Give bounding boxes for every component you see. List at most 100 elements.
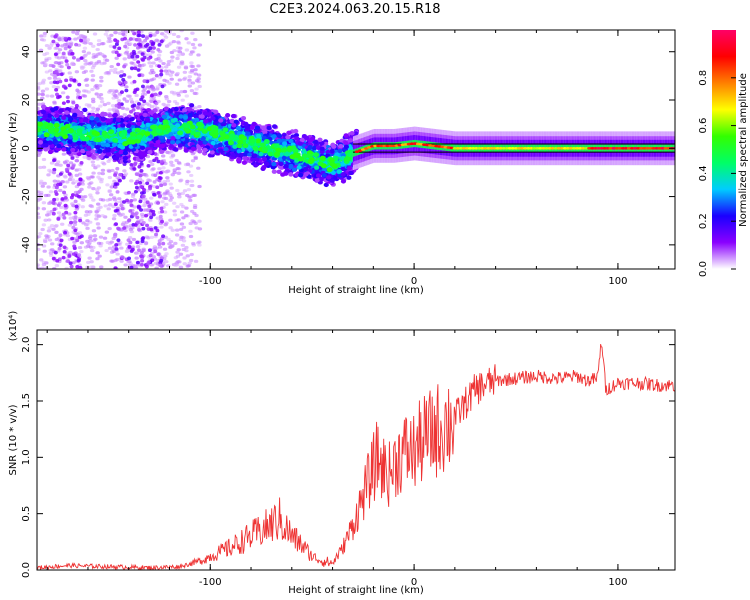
spectrogram-cell [170, 228, 176, 232]
spectrogram-cell [95, 107, 101, 111]
spectrogram-cell [105, 148, 111, 153]
spectrogram-cell [100, 142, 106, 147]
spectrogram-cell [286, 130, 292, 135]
spectrogram-cell [172, 126, 178, 132]
spectrogram-cell [101, 162, 107, 166]
spectrogram-cell [78, 95, 83, 100]
spectrogram-cell [127, 75, 132, 79]
spectrogram-cell [182, 256, 187, 260]
spectrogram-cell [57, 61, 62, 66]
spectrogram-cell [120, 123, 126, 128]
spectrogram-cell [91, 187, 96, 191]
spectrogram-cell [122, 64, 127, 69]
spectrogram-cell [121, 77, 126, 82]
spectrogram-cell [91, 163, 96, 167]
spectrogram-cell [47, 218, 52, 222]
spectrogram-cell [187, 112, 193, 118]
spectrogram-cell [165, 176, 170, 180]
spectrogram-cell [125, 94, 131, 98]
spectrogram-cell [62, 245, 67, 250]
spectrogram-cell [89, 61, 94, 65]
spectrogram-cell [64, 59, 69, 63]
spectrogram-cell [74, 42, 79, 47]
spectrogram-cell [164, 170, 169, 174]
spectrogram-cell [154, 38, 159, 42]
spectrogram-cell [174, 101, 180, 106]
spectrogram-cell [58, 205, 64, 210]
spectrogram-cell [183, 214, 189, 218]
spectrogram-cell [67, 134, 73, 140]
spectrogram-cell [117, 197, 122, 201]
spectrogram-cell [156, 201, 161, 205]
spectrogram-cell [173, 106, 179, 112]
spectrogram-cell [131, 108, 136, 112]
spectrogram-cell [171, 40, 177, 44]
spectrogram-cell [38, 48, 44, 52]
spectrogram-cell [105, 183, 110, 187]
spectrogram-cell [132, 103, 137, 108]
spectrogram-cell [317, 137, 323, 143]
spectrogram-cell [54, 192, 59, 196]
spectrogram-cell [172, 209, 177, 213]
spectrogram-cell [49, 253, 54, 258]
spectrogram-cell [282, 141, 288, 146]
spectrogram-cell [116, 211, 121, 216]
spectrogram-cell [188, 229, 193, 233]
spectrogram-cell [80, 205, 85, 209]
spectrogram-cell [100, 198, 106, 202]
spectrogram-cell [57, 37, 62, 42]
spectrogram-cell [188, 258, 194, 263]
spectrogram-cell [144, 235, 150, 239]
spectrogram-cell [52, 76, 58, 80]
spectrogram-cell [114, 42, 119, 47]
spectrogram-cell [161, 241, 166, 246]
spectrogram-cell [57, 246, 62, 251]
spectrogram-cell [82, 107, 88, 113]
spectrogram-cell [169, 245, 175, 249]
spectrogram-cell [271, 124, 278, 129]
spectrogram-cell [143, 197, 148, 201]
spectrogram-cell [107, 226, 112, 231]
spectrogram-cell [154, 73, 159, 78]
spectrogram-cell [42, 249, 47, 253]
spectrogram-cell [42, 181, 47, 185]
spectrogram-cell [124, 41, 129, 45]
spectrogram-cell [160, 154, 166, 158]
spectrogram-cell [140, 84, 145, 89]
spectrogram-cell [133, 43, 138, 47]
spectrogram-cell [187, 84, 192, 88]
spectrogram-cell [141, 226, 146, 231]
spectrogram-cell [89, 260, 94, 264]
spectrogram-cell [115, 190, 120, 194]
spectrogram-cell [67, 254, 72, 259]
spectrogram-cell [136, 68, 141, 72]
spectrogram-cell [65, 180, 70, 184]
spectrogram-cell [151, 212, 156, 217]
spectrogram-cell [167, 69, 172, 73]
spectrogram-cell [100, 172, 105, 176]
spectrogram-cell [343, 133, 349, 138]
spectrogram-cell [119, 90, 124, 94]
spectrogram-cell [123, 215, 128, 219]
spectrogram-cell [41, 78, 47, 82]
spectrogram-cell [134, 93, 139, 98]
spectrogram-cell [92, 32, 98, 36]
spectrogram-cell [177, 195, 182, 199]
spectrogram-cell [69, 77, 74, 82]
spectrogram-cell [158, 170, 163, 175]
spectrogram-cell [137, 164, 142, 169]
spectrogram-cell [51, 170, 56, 175]
spectrogram-cell [107, 108, 112, 112]
spectrogram-cell [153, 249, 158, 254]
spectrogram-cell [113, 67, 118, 71]
spectrogram-cell [171, 201, 177, 205]
spectrogram-cell [37, 263, 40, 267]
spectrogram-cell [203, 119, 209, 124]
spectrogram-cell [178, 265, 184, 269]
spectrogram-cell [184, 48, 190, 52]
spectrogram-cell [115, 166, 120, 171]
spectrogram-cell [94, 210, 99, 214]
spectrogram-cell [77, 82, 82, 87]
spectrogram-cell [130, 194, 136, 198]
